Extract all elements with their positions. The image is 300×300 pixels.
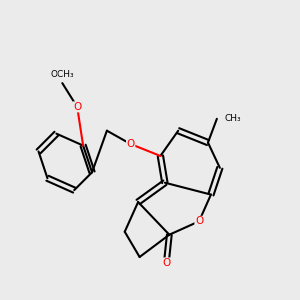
Text: O: O	[195, 216, 203, 226]
Text: O: O	[162, 258, 170, 268]
Text: OCH₃: OCH₃	[50, 70, 74, 79]
Text: O: O	[73, 102, 81, 112]
Text: CH₃: CH₃	[224, 114, 241, 123]
Text: O: O	[127, 139, 135, 149]
